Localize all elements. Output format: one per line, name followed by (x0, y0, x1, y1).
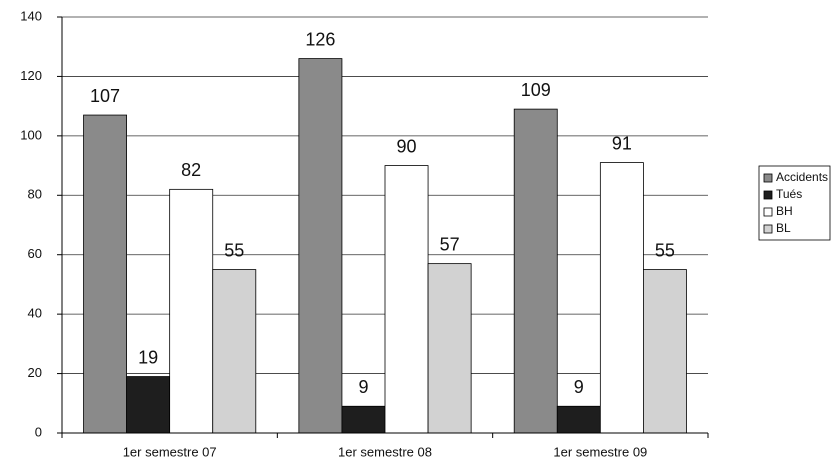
y-tick-label: 140 (20, 8, 42, 23)
bar (298, 58, 343, 434)
bar (513, 108, 558, 434)
bar (341, 405, 386, 434)
data-label: 55 (224, 240, 244, 260)
legend-swatch (763, 224, 773, 234)
legend-label: BL (776, 221, 791, 235)
bar (643, 269, 687, 434)
data-label: 126 (305, 29, 335, 49)
bar (212, 269, 257, 434)
x-tick-label: 1er semestre 09 (553, 444, 647, 459)
bar (83, 114, 127, 434)
data-label: 57 (440, 234, 460, 254)
y-tick-label: 20 (28, 365, 42, 380)
y-tick-label: 0 (35, 424, 42, 439)
legend-label: Accidents (776, 170, 828, 184)
bar (556, 405, 601, 434)
x-tick-label: 1er semestre 08 (338, 444, 432, 459)
legend-swatch (763, 173, 773, 183)
data-label: 55 (655, 240, 675, 260)
legend-label: Tués (776, 187, 802, 201)
legend-label: BH (776, 204, 793, 218)
bar (169, 188, 214, 434)
legend-swatch (763, 190, 773, 200)
data-label: 109 (521, 80, 551, 100)
y-tick-label: 40 (28, 306, 42, 321)
bar (384, 165, 429, 434)
legend-swatch (763, 207, 773, 217)
data-label: 9 (574, 377, 584, 397)
data-label: 82 (181, 160, 201, 180)
x-tick-label: 1er semestre 07 (123, 444, 217, 459)
data-label: 107 (90, 86, 120, 106)
y-tick-label: 120 (20, 68, 42, 83)
bar (126, 376, 171, 434)
bar (599, 162, 644, 434)
data-label: 19 (138, 347, 158, 367)
y-tick-label: 80 (28, 187, 42, 202)
data-label: 91 (612, 133, 632, 153)
bar (427, 263, 472, 434)
data-label: 90 (397, 136, 417, 156)
y-tick-label: 60 (28, 246, 42, 261)
y-tick-label: 100 (20, 127, 42, 142)
data-label: 9 (358, 377, 368, 397)
